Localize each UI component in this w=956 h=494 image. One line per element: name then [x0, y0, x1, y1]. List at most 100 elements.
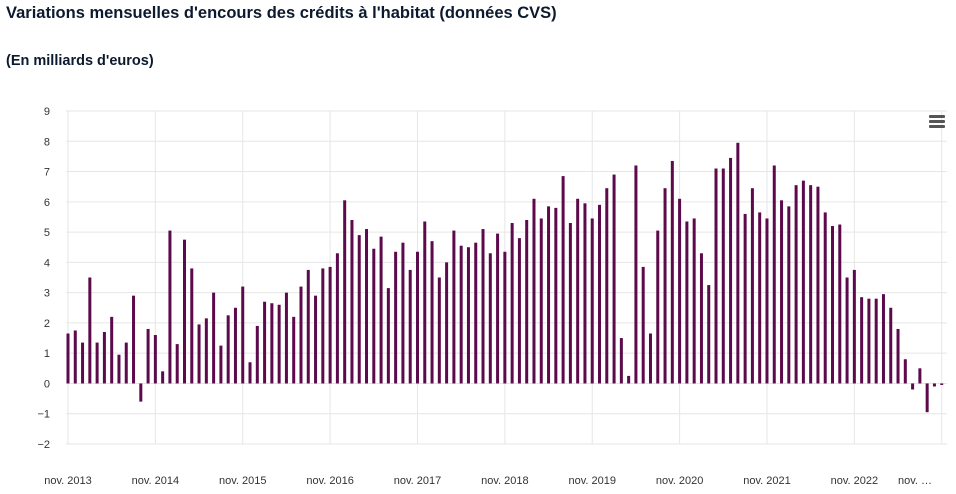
bar[interactable] — [881, 294, 885, 384]
bar[interactable] — [204, 318, 208, 384]
bar[interactable] — [226, 315, 230, 384]
bar[interactable] — [801, 180, 805, 384]
bar[interactable] — [437, 277, 441, 384]
hamburger-menu-icon[interactable] — [926, 113, 948, 133]
bar[interactable] — [292, 316, 296, 384]
bar[interactable] — [73, 330, 77, 384]
bar[interactable] — [510, 223, 514, 384]
bar[interactable] — [903, 359, 907, 384]
bar[interactable] — [335, 253, 339, 384]
bar[interactable] — [816, 186, 820, 384]
bar[interactable] — [838, 224, 842, 384]
bar[interactable] — [270, 303, 274, 384]
bar[interactable] — [183, 239, 186, 384]
bar[interactable] — [699, 253, 703, 384]
bar[interactable] — [219, 345, 223, 384]
bar[interactable] — [648, 333, 652, 384]
bar[interactable] — [794, 185, 798, 384]
bar[interactable] — [736, 142, 740, 384]
bar[interactable] — [598, 204, 602, 384]
bar[interactable] — [474, 242, 478, 384]
bar[interactable] — [161, 371, 165, 384]
bar[interactable] — [823, 212, 827, 384]
bar[interactable] — [809, 185, 813, 384]
bar[interactable] — [386, 288, 390, 384]
bar[interactable] — [503, 251, 507, 384]
bar[interactable] — [321, 268, 325, 384]
bar[interactable] — [423, 221, 427, 384]
bar[interactable] — [95, 342, 99, 384]
bar[interactable] — [670, 160, 674, 384]
bar[interactable] — [117, 354, 121, 384]
bar[interactable] — [583, 203, 587, 384]
bar[interactable] — [124, 342, 128, 384]
bar[interactable] — [284, 292, 288, 384]
bar[interactable] — [415, 251, 419, 384]
bar[interactable] — [874, 298, 878, 384]
bar[interactable] — [110, 316, 114, 384]
bar[interactable] — [627, 375, 631, 384]
bar[interactable] — [554, 207, 558, 384]
bar[interactable] — [430, 241, 434, 384]
bar[interactable] — [379, 236, 383, 384]
bar[interactable] — [532, 198, 536, 384]
bar[interactable] — [394, 251, 398, 384]
bar[interactable] — [685, 221, 689, 384]
bar[interactable] — [233, 307, 237, 384]
bar[interactable] — [66, 333, 70, 384]
bar[interactable] — [707, 285, 711, 384]
bar[interactable] — [721, 168, 725, 384]
bar[interactable] — [81, 342, 85, 384]
bar[interactable] — [401, 242, 405, 384]
bar[interactable] — [918, 368, 922, 384]
bar[interactable] — [299, 286, 303, 384]
bar[interactable] — [488, 253, 492, 384]
bar[interactable] — [896, 328, 900, 384]
bar[interactable] — [678, 198, 682, 384]
bar[interactable] — [714, 168, 718, 384]
bar[interactable] — [102, 331, 106, 384]
bar[interactable] — [758, 212, 762, 384]
bar[interactable] — [561, 176, 565, 384]
bar[interactable] — [867, 298, 871, 384]
bar[interactable] — [787, 206, 791, 384]
bar[interactable] — [568, 223, 572, 384]
bar[interactable] — [525, 219, 529, 384]
bar[interactable] — [656, 230, 660, 384]
bar[interactable] — [692, 218, 696, 384]
bar[interactable] — [852, 269, 856, 384]
bar[interactable] — [357, 235, 361, 384]
bar[interactable] — [168, 230, 172, 384]
bar[interactable] — [175, 344, 179, 384]
bar[interactable] — [350, 219, 354, 384]
bar[interactable] — [860, 297, 864, 384]
bar[interactable] — [314, 295, 318, 384]
bar[interactable] — [517, 238, 521, 384]
bar[interactable] — [612, 174, 616, 384]
bar[interactable] — [248, 362, 252, 384]
bar[interactable] — [750, 188, 754, 384]
bar[interactable] — [88, 277, 92, 384]
bar[interactable] — [452, 230, 456, 384]
bar[interactable] — [547, 206, 551, 384]
bar[interactable] — [634, 165, 638, 384]
bar[interactable] — [255, 325, 259, 384]
bar[interactable] — [306, 269, 310, 384]
bar[interactable] — [911, 383, 915, 390]
bar[interactable] — [729, 157, 733, 384]
bar[interactable] — [263, 301, 267, 384]
bar[interactable] — [132, 295, 136, 384]
bar[interactable] — [190, 268, 194, 384]
bar[interactable] — [889, 307, 893, 384]
bar[interactable] — [539, 218, 543, 384]
bar[interactable] — [459, 245, 463, 384]
bar[interactable] — [831, 226, 834, 384]
bar[interactable] — [590, 218, 594, 384]
bar[interactable] — [765, 218, 769, 384]
bar[interactable] — [619, 338, 623, 384]
bar[interactable] — [328, 266, 332, 384]
bar[interactable] — [445, 262, 449, 384]
bar[interactable] — [372, 248, 376, 384]
bar[interactable] — [605, 188, 609, 384]
bar[interactable] — [466, 247, 470, 384]
